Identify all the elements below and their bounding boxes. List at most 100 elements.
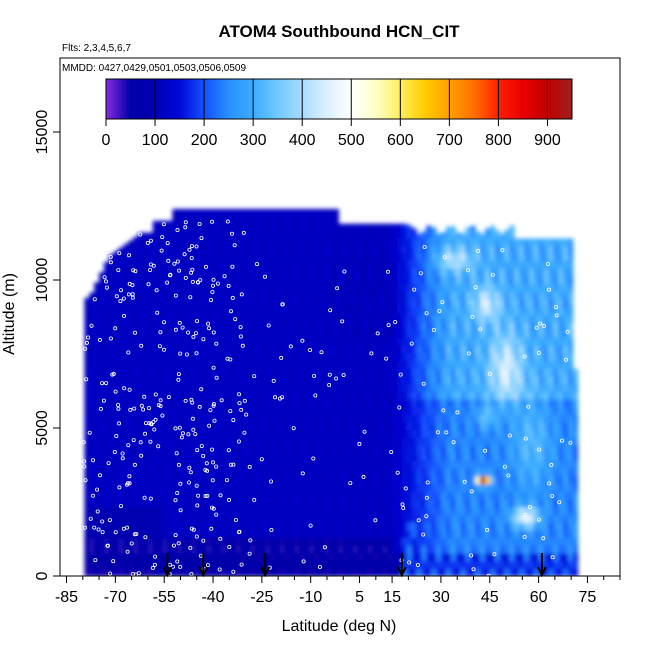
field-cell (436, 530, 441, 538)
field-cell (246, 499, 251, 507)
field-cell (358, 422, 363, 430)
field-cell (446, 245, 451, 253)
field-cell (417, 322, 422, 330)
field-cell (456, 437, 461, 445)
field-cell (441, 522, 446, 530)
field-cell (529, 430, 534, 438)
field-cell (84, 322, 89, 330)
field-cell (231, 445, 236, 453)
field-cell (495, 553, 500, 561)
field-cell (456, 522, 461, 530)
field-cell (519, 376, 524, 384)
field-cell (143, 522, 148, 530)
field-cell (436, 361, 441, 369)
field-cell (500, 237, 505, 245)
field-cell (490, 430, 495, 438)
field-cell (114, 414, 119, 422)
field-cell (333, 399, 338, 407)
field-cell (412, 330, 417, 338)
field-cell (148, 545, 153, 553)
field-cell (265, 230, 270, 238)
field-cell (421, 507, 426, 515)
field-cell (358, 414, 363, 422)
field-cell (382, 237, 387, 245)
field-cell (529, 322, 534, 330)
field-cell (519, 476, 524, 484)
field-cell (456, 322, 461, 330)
field-cell (441, 284, 446, 292)
field-cell (485, 353, 490, 361)
field-cell (456, 514, 461, 522)
field-cell (436, 422, 441, 430)
field-cell (460, 368, 465, 376)
field-cell (485, 484, 490, 492)
field-cell (485, 422, 490, 430)
field-cell (363, 224, 368, 231)
field-cell (119, 368, 124, 376)
field-cell (441, 437, 446, 445)
field-cell (412, 229, 417, 231)
field-cell (539, 368, 544, 376)
field-cell (192, 384, 197, 392)
field-cell (265, 514, 270, 522)
field-cell (314, 330, 319, 338)
field-cell (99, 561, 104, 569)
field-cell (123, 538, 128, 546)
field-cell (465, 337, 470, 345)
field-cell (363, 476, 368, 484)
field-cell (143, 399, 148, 407)
field-cell (197, 461, 202, 469)
field-cell (89, 368, 94, 376)
field-cell (299, 430, 304, 438)
field-cell (504, 461, 509, 469)
field-cell (475, 284, 480, 292)
field-cell (99, 276, 104, 284)
field-cell (529, 337, 534, 345)
field-cell (304, 330, 309, 338)
field-cell (89, 453, 94, 461)
field-cell (255, 437, 260, 445)
field-cell (167, 437, 172, 445)
field-cell (314, 299, 319, 307)
field-cell (343, 330, 348, 338)
field-cell (163, 307, 168, 315)
field-cell (426, 561, 431, 569)
field-cell (343, 337, 348, 345)
field-cell (500, 299, 505, 307)
field-cell (490, 538, 495, 546)
field-cell (529, 461, 534, 469)
field-cell (187, 530, 192, 538)
field-cell (485, 384, 490, 392)
field-cell (377, 507, 382, 515)
field-cell (343, 491, 348, 499)
field-cell (148, 299, 153, 307)
field-cell (128, 561, 133, 569)
field-cell (539, 391, 544, 399)
field-cell (456, 561, 461, 569)
field-cell (490, 260, 495, 268)
field-cell (426, 237, 431, 245)
field-cell (172, 245, 177, 253)
field-cell (539, 376, 544, 384)
field-cell (207, 399, 212, 407)
field-cell (270, 237, 275, 245)
field-cell (382, 268, 387, 276)
field-cell (192, 499, 197, 507)
field-cell (514, 530, 519, 538)
field-cell (387, 260, 392, 268)
field-cell (475, 499, 480, 507)
field-cell (563, 307, 568, 315)
field-cell (387, 224, 392, 231)
field-cell (373, 276, 378, 284)
field-cell (338, 237, 343, 245)
field-cell (363, 391, 368, 399)
field-cell (299, 391, 304, 399)
field-cell (563, 384, 568, 392)
field-cell (329, 568, 334, 576)
field-cell (236, 545, 241, 553)
field-cell (475, 376, 480, 384)
field-cell (519, 361, 524, 369)
field-cell (314, 545, 319, 553)
field-cell (363, 491, 368, 499)
field-cell (192, 230, 197, 238)
